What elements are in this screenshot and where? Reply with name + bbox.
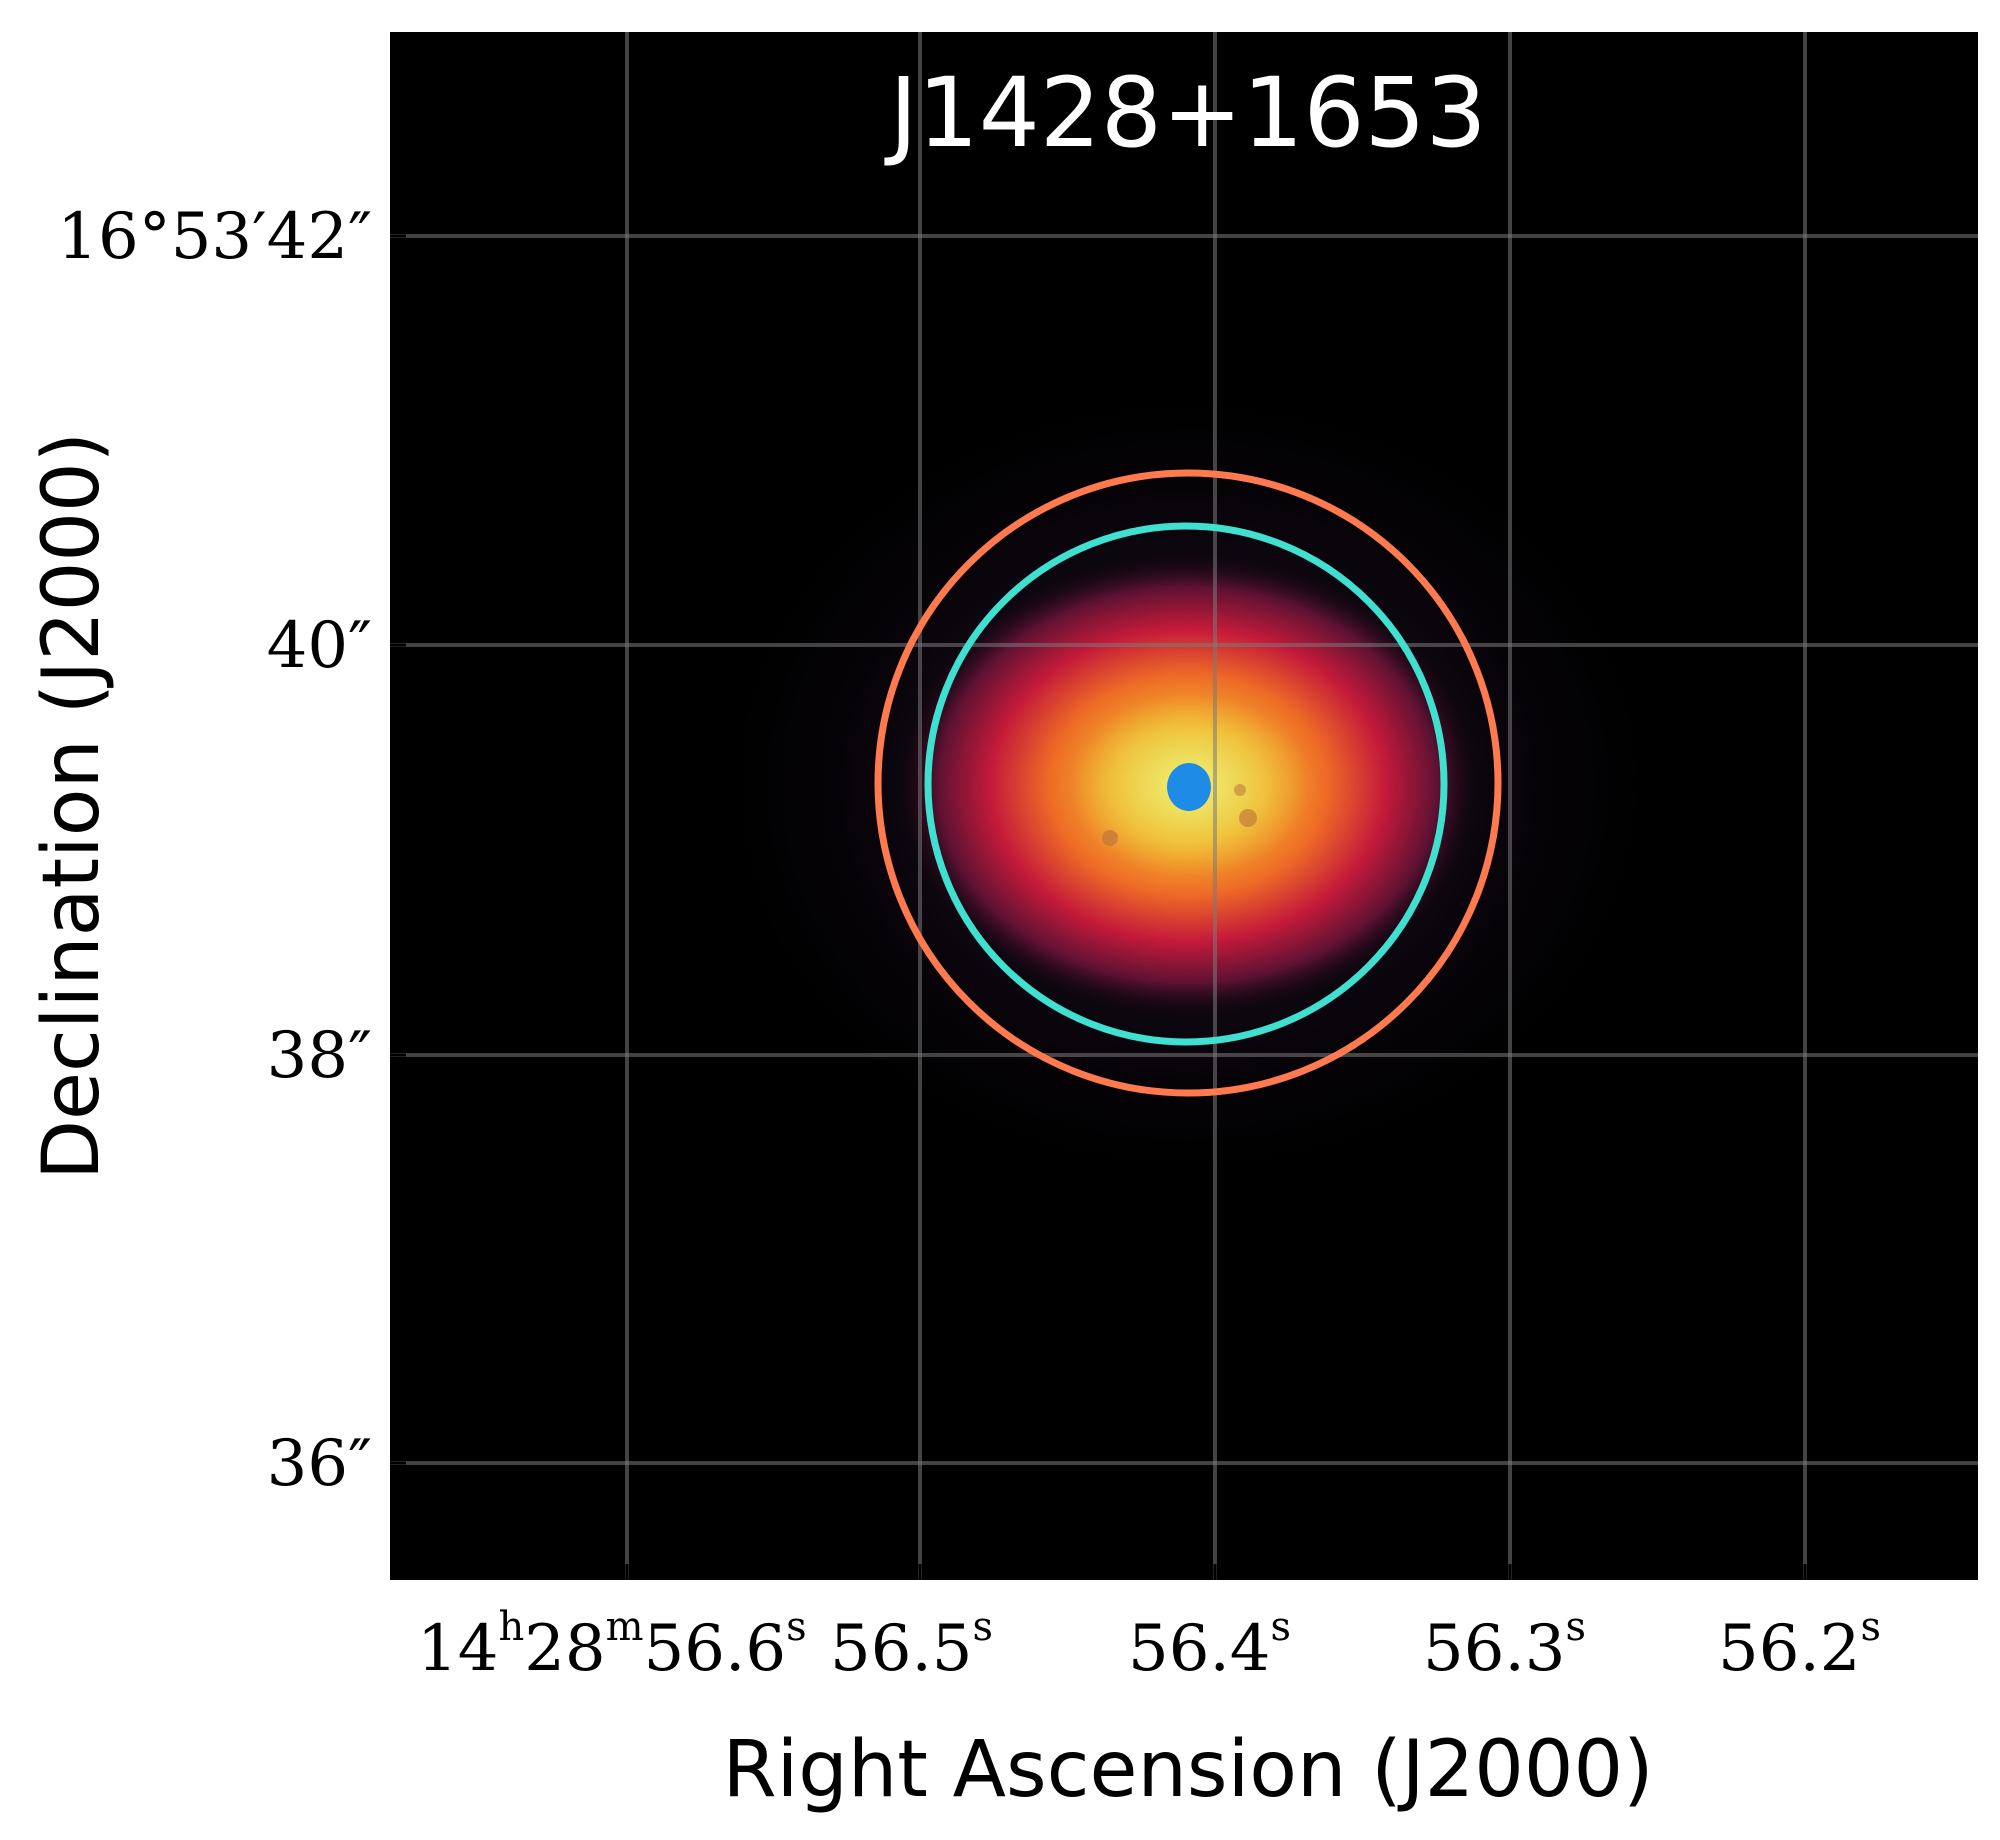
- chart-title: J1428+1653: [884, 57, 1486, 169]
- inner-aperture-circle: [924, 522, 1448, 1046]
- star-clump: [1234, 784, 1246, 796]
- star-clump: [1239, 809, 1257, 827]
- tick-marks: [390, 234, 1807, 1580]
- x-tick-label: 56.3s: [1423, 1604, 1586, 1686]
- y-tick-label: 40″: [267, 609, 372, 683]
- coordinate-grid: [390, 32, 1978, 1580]
- y-tick-label: 38″: [267, 1019, 372, 1093]
- nucleus-core: [1167, 763, 1211, 811]
- x-tick-label: 56.5s: [830, 1604, 993, 1686]
- x-tick-label: 56.2s: [1718, 1604, 1881, 1686]
- outer-aperture-circle: [874, 469, 1502, 1097]
- y-tick-label: 36″: [267, 1427, 372, 1501]
- x-tick-label: 56.4s: [1128, 1604, 1291, 1686]
- x-tick-label: 14h28m56.6s: [417, 1604, 807, 1686]
- y-tick-label: 16°53′42″: [57, 200, 372, 274]
- star-clump: [1102, 830, 1118, 846]
- y-axis-label: Declination (J2000): [27, 432, 117, 1180]
- x-axis-label: Right Ascension (J2000): [722, 1725, 1653, 1815]
